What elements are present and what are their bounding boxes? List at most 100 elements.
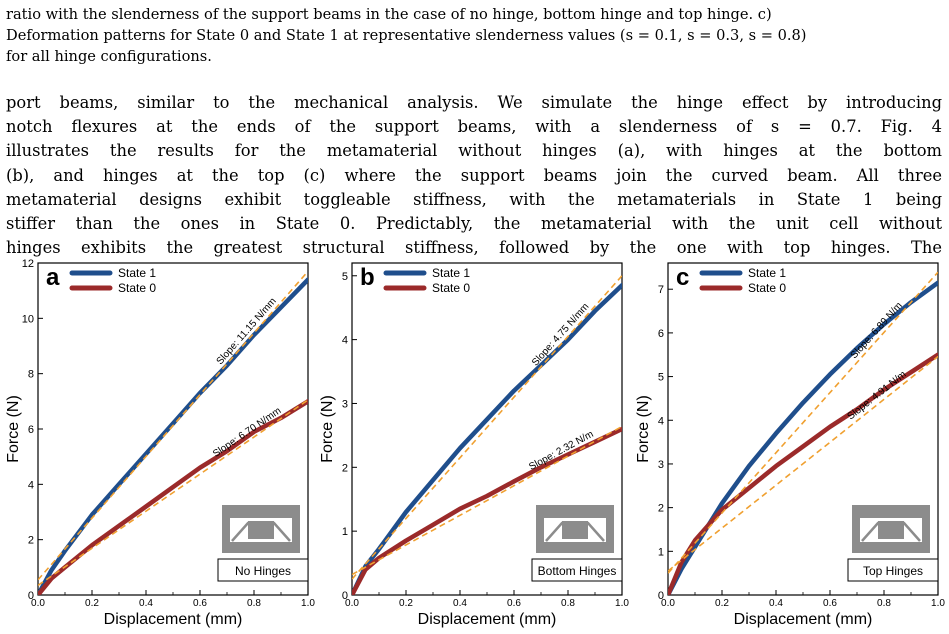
- x-tick-label: 0.8: [877, 598, 891, 609]
- body-line: illustrates the results for the metamate…: [6, 141, 942, 161]
- inset-label: Top Hinges: [863, 564, 923, 578]
- y-tick-label: 8: [28, 369, 34, 381]
- x-tick-label: 0.4: [139, 598, 153, 609]
- x-tick-label: 0.0: [345, 598, 359, 609]
- y-tick-label: 0: [658, 590, 664, 602]
- y-tick-label: 1: [342, 526, 348, 538]
- y-tick-label: 10: [22, 313, 34, 325]
- inset-center: [878, 521, 904, 539]
- x-tick-label: 1.0: [615, 598, 629, 609]
- plot-area: [668, 271, 938, 595]
- slope-label: Slope: 6.89 N/m: [849, 300, 905, 361]
- inset-center: [562, 521, 588, 539]
- y-axis-label: Force (N): [5, 395, 22, 463]
- body-line: port beams, similar to the mechanical an…: [6, 93, 942, 112]
- series-line-state-0: [668, 352, 938, 595]
- x-tick-label: 0.8: [247, 598, 261, 609]
- chart-panel-b: 0.0 0.2 0.4 0.6 0.8 1.0 0 1 2 3 4 5 Displacement (mm…: [314, 255, 630, 630]
- x-axis-label: Displacement (mm): [418, 611, 557, 628]
- inset-curve: [861, 521, 921, 542]
- inset-label-box: [217, 558, 309, 582]
- y-tick-label: 0: [342, 590, 348, 602]
- panel-label: a: [46, 264, 60, 291]
- legend-entry: State 1: [118, 266, 156, 280]
- x-tick-label: 0.8: [561, 598, 575, 609]
- caption-line: for all hinge configurations.: [6, 48, 212, 65]
- inset-curve: [545, 521, 605, 542]
- x-tick-label: 0.6: [823, 598, 837, 609]
- series-line-state-1: [352, 283, 622, 595]
- series-line-state-1: [38, 277, 308, 595]
- chart-c-svg: 0.0 0.2 0.4 0.6 0.8 1.0 0 1 2 3 4 5 6 7 Displacement (…: [635, 262, 945, 628]
- y-tick-label: 2: [658, 503, 664, 515]
- slope-label: Slope: 2.32 N/m: [527, 429, 595, 473]
- inset-label: Bottom Hinges: [538, 564, 617, 578]
- chart-b-svg: 0.0 0.2 0.4 0.6 0.8 1.0 0 1 2 3 4 5 Displacement (mm…: [319, 262, 629, 628]
- x-tick-label: 0.2: [85, 598, 99, 609]
- figure-caption: ratio with the slenderness of the suppor…: [6, 4, 942, 67]
- panel-label: c: [676, 264, 689, 291]
- slope-label: Slope: 11.15 N/mm: [215, 296, 279, 367]
- y-tick-label: 2: [28, 535, 34, 547]
- plot-area: [352, 275, 622, 595]
- y-tick-label: 7: [658, 284, 664, 296]
- y-tick-label: 4: [342, 335, 348, 347]
- fit-line: [38, 270, 308, 581]
- chart-panel-a: 0.0 0.2 0.4 0.6 0.8 1.0 0 2 4 6 8 10 12 Displacement …: [0, 255, 316, 630]
- inset-label-box: [531, 558, 623, 582]
- x-tick-label: 0.4: [769, 598, 783, 609]
- legend-entry: State 0: [432, 281, 470, 295]
- fit-line: [668, 355, 938, 572]
- panel-label: b: [360, 264, 375, 291]
- inset-schematic: No Hinges: [217, 505, 309, 582]
- y-tick-label: 4: [658, 415, 664, 427]
- x-tick-label: 0.0: [661, 598, 675, 609]
- chart-panel-c: 0.0 0.2 0.4 0.6 0.8 1.0 0 1 2 3 4 5 6 7 Displacement (…: [630, 255, 946, 630]
- fit-line: [38, 399, 308, 586]
- y-tick-label: 3: [658, 459, 664, 471]
- series-line-state-0: [38, 399, 308, 595]
- inset-center: [248, 521, 274, 539]
- body-line: metamaterial designs exhibit toggleable …: [6, 189, 942, 209]
- inset-schematic: Top Hinges: [847, 505, 939, 582]
- fit-line: [352, 425, 622, 576]
- inset-label: No Hinges: [235, 564, 291, 578]
- y-tick-label: 3: [342, 398, 348, 410]
- legend-entry: State 0: [748, 281, 786, 295]
- y-tick-label: 5: [658, 372, 664, 384]
- y-tick-label: 0: [28, 590, 34, 602]
- y-tick-label: 4: [28, 479, 34, 491]
- x-tick-label: 0.0: [31, 598, 45, 609]
- x-tick-label: 1.0: [931, 598, 945, 609]
- inset-schematic: Bottom Hinges: [531, 505, 623, 582]
- x-tick-label: 1.0: [301, 598, 315, 609]
- inset-curve: [231, 521, 291, 542]
- legend-entry: State 1: [748, 266, 786, 280]
- legend-entry: State 0: [118, 281, 156, 295]
- chart-a-svg: 0.0 0.2 0.4 0.6 0.8 1.0 0 2 4 6 8 10 12 Displacement …: [5, 258, 315, 628]
- caption-line: Deformation patterns for State 0 and Sta…: [6, 27, 807, 44]
- y-tick-label: 1: [658, 546, 664, 558]
- inset-label-box: [847, 558, 939, 582]
- y-tick-label: 6: [658, 328, 664, 340]
- y-tick-label: 2: [342, 462, 348, 474]
- y-tick-label: 6: [28, 424, 34, 436]
- slope-label: Slope: 6.70 N/mm: [211, 405, 283, 459]
- x-tick-label: 0.2: [399, 598, 413, 609]
- body-line: notch flexures at the ends of the suppor…: [6, 117, 942, 137]
- x-tick-label: 0.6: [193, 598, 207, 609]
- x-tick-label: 0.4: [453, 598, 467, 609]
- body-line: stiffer than the ones in State 0. Predic…: [6, 214, 942, 234]
- fit-line: [352, 275, 622, 580]
- legend-entry: State 1: [432, 266, 470, 280]
- x-tick-label: 0.6: [507, 598, 521, 609]
- y-axis-label: Force (N): [319, 395, 336, 463]
- body-paragraph: port beams, similar to the mechanical an…: [6, 91, 942, 260]
- slope-label: Slope: 4.91 N/m: [846, 369, 909, 422]
- series-line-state-0: [352, 426, 622, 595]
- caption-line: ratio with the slenderness of the suppor…: [6, 6, 772, 23]
- y-tick-label: 12: [22, 258, 34, 270]
- slope-label: Slope: 4.75 N/mm: [530, 301, 591, 368]
- y-axis-label: Force (N): [635, 395, 652, 463]
- body-line: hinges exhibits the greatest structural …: [6, 238, 942, 258]
